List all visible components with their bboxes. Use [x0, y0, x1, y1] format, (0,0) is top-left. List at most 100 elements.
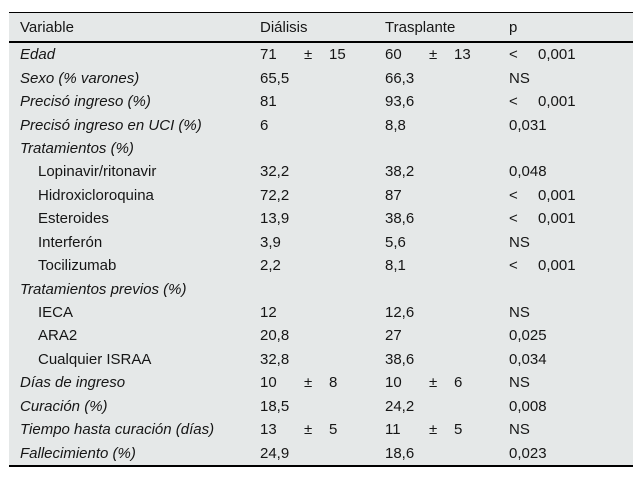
table-row: Lopinavir/ritonavir 32,2 38,2 0,048: [9, 160, 633, 183]
value: 2,2: [260, 257, 281, 275]
p-value: 0,023: [509, 444, 547, 462]
dialisis-cell: 2,2: [260, 257, 385, 274]
p-value: 0,048: [509, 163, 547, 181]
less-than-sign: <: [509, 257, 518, 275]
p-cell: NS: [509, 304, 633, 321]
p-cell: 0,034: [509, 351, 633, 368]
less-than-sign: <: [509, 46, 518, 64]
p-value: NS: [509, 374, 530, 392]
sd-value: 5: [454, 421, 463, 439]
p-value: 0,008: [509, 397, 547, 415]
plus-minus-sign: ±: [429, 421, 438, 439]
table-body: Edad 71 ±15 60 ±13 <0,001 Sexo (% varones) 65,5…: [9, 43, 633, 465]
value: 71: [260, 46, 277, 64]
sd-value: 5: [329, 421, 338, 439]
variable-cell: Sexo (% varones): [20, 69, 140, 87]
p-cell: <0,001: [509, 187, 633, 204]
variable-cell: Tocilizumab: [38, 257, 117, 275]
p-value: 0,001: [538, 93, 576, 111]
trasplante-cell: 11 ±5: [385, 421, 509, 438]
p-cell: <0,001: [509, 93, 633, 110]
trasplante-cell: 8,1: [385, 257, 509, 274]
trasplante-cell: 12,6: [385, 304, 509, 321]
trasplante-cell: 18,6: [385, 445, 509, 462]
table-row: Hidroxicloroquina 72,2 87 <0,001: [9, 184, 633, 207]
value: 3,9: [260, 233, 281, 251]
sd-value: 13: [454, 46, 471, 64]
dialisis-cell: 81: [260, 93, 385, 110]
table-row: Tocilizumab 2,2 8,1 <0,001: [9, 254, 633, 277]
variable-cell: Fallecimiento (%): [20, 444, 136, 462]
value: 38,2: [385, 163, 415, 181]
table-row: Esteroides 13,9 38,6 <0,001: [9, 207, 633, 230]
column-header-variable: Variable: [20, 18, 74, 36]
p-cell: NS: [509, 70, 633, 87]
variable-cell: ARA2: [38, 327, 78, 345]
trasplante-cell: 60 ±13: [385, 46, 509, 63]
p-cell: NS: [509, 421, 633, 438]
trasplante-cell: 27: [385, 327, 509, 344]
table-row: Cualquier ISRAA 32,8 38,6 0,034: [9, 348, 633, 371]
variable-cell: Tratamientos (%): [20, 139, 134, 157]
p-cell: 0,031: [509, 117, 633, 134]
table-row: Curación (%) 18,5 24,2 0,008: [9, 395, 633, 418]
comparison-table: Variable Diálisis Trasplante p Edad 71 ±15…: [9, 12, 633, 467]
trasplante-cell: 38,2: [385, 163, 509, 180]
p-cell: 0,048: [509, 163, 633, 180]
dialisis-cell: 13 ±5: [260, 421, 385, 438]
trasplante-cell: 66,3: [385, 70, 509, 87]
value: 32,2: [260, 163, 290, 181]
column-header-p: p: [509, 18, 518, 36]
table-row: Interferón 3,9 5,6 NS: [9, 231, 633, 254]
p-value: NS: [509, 69, 530, 87]
p-cell: 0,008: [509, 398, 633, 415]
variable-cell: Cualquier ISRAA: [38, 350, 152, 368]
value: 5,6: [385, 233, 406, 251]
table-row: IECA 12 12,6 NS: [9, 301, 633, 324]
table-row: Sexo (% varones) 65,5 66,3 NS: [9, 66, 633, 89]
variable-cell: Curación (%): [20, 397, 108, 415]
less-than-sign: <: [509, 186, 518, 204]
sd-value: 8: [329, 374, 338, 392]
p-value: 0,001: [538, 186, 576, 204]
header-row: Variable Diálisis Trasplante p: [9, 13, 633, 43]
p-value: 0,031: [509, 116, 547, 134]
value: 12,6: [385, 304, 415, 322]
value: 11: [385, 421, 401, 439]
value: 13,9: [260, 210, 290, 228]
dialisis-cell: 32,8: [260, 351, 385, 368]
variable-cell: Precisó ingreso en UCI (%): [20, 116, 202, 134]
dialisis-cell: 32,2: [260, 163, 385, 180]
table-row: Precisó ingreso en UCI (%) 6 8,8 0,031: [9, 113, 633, 136]
dialisis-cell: 24,9: [260, 445, 385, 462]
dialisis-cell: 20,8: [260, 327, 385, 344]
value: 13: [260, 421, 277, 439]
p-cell: NS: [509, 374, 633, 391]
p-value: 0,034: [509, 350, 547, 368]
value: 65,5: [260, 69, 290, 87]
value: 20,8: [260, 327, 290, 345]
value: 8,1: [385, 257, 406, 275]
variable-cell: Edad: [20, 46, 56, 64]
dialisis-cell: 18,5: [260, 398, 385, 415]
table-row: Días de ingreso 10 ±8 10 ±6 NS: [9, 371, 633, 394]
variable-cell: IECA: [38, 304, 74, 322]
variable-cell: Esteroides: [38, 210, 109, 228]
value: 87: [385, 186, 402, 204]
p-value: 0,025: [509, 327, 547, 345]
plus-minus-sign: ±: [429, 374, 438, 392]
variable-cell: Interferón: [38, 233, 103, 251]
value: 60: [385, 46, 402, 64]
trasplante-cell: 10 ±6: [385, 374, 509, 391]
sd-value: 15: [329, 46, 346, 64]
p-cell: 0,023: [509, 445, 633, 462]
value: 81: [260, 93, 277, 111]
value: 38,6: [385, 210, 415, 228]
trasplante-cell: 87: [385, 187, 509, 204]
trasplante-cell: 38,6: [385, 351, 509, 368]
value: 27: [385, 327, 402, 345]
p-value: 0,001: [538, 210, 576, 228]
value: 12: [260, 304, 277, 322]
column-header-dialisis: Diálisis: [260, 18, 308, 36]
dialisis-cell: 3,9: [260, 234, 385, 251]
